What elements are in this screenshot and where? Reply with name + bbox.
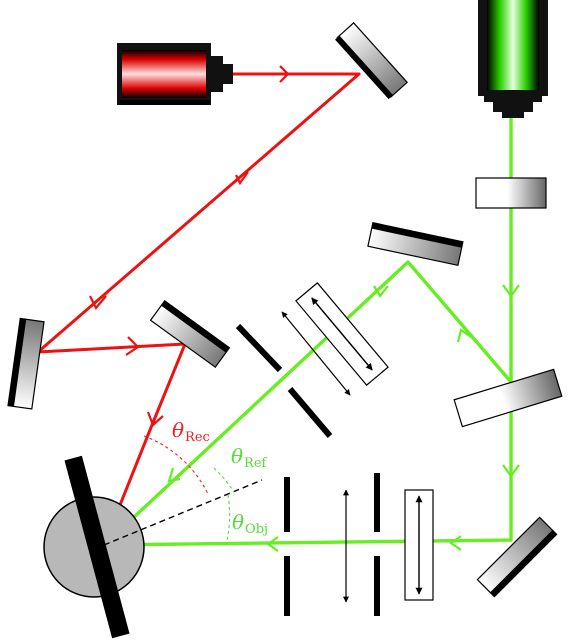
- mirror-upper-right: [367, 222, 464, 267]
- label-theta-ref: θRef: [231, 444, 268, 471]
- angle-arc-ref: [213, 467, 235, 493]
- aperture-reference: [235, 323, 333, 438]
- angle-arc-obj: [225, 494, 231, 546]
- beam-splitter: [453, 368, 563, 428]
- label-theta-obj: θObj: [232, 510, 268, 537]
- mirror-bottom-right: [476, 516, 558, 598]
- red-beam-arrows: [89, 65, 290, 427]
- lens-object: [404, 489, 434, 601]
- mirror-top-center: [335, 22, 409, 100]
- plate-normal-line: [103, 479, 263, 546]
- label-theta-rec: θRec: [172, 418, 210, 445]
- red-beam: [36, 72, 361, 546]
- green-beam: [102, 118, 513, 547]
- holographic-plate: [64, 455, 130, 639]
- lens-reference: [295, 282, 389, 386]
- mirror-left: [7, 317, 45, 410]
- red-laser: [117, 43, 233, 105]
- green-beam-arrows: [167, 284, 520, 552]
- attenuator-filter: [475, 177, 547, 209]
- mirror-center-left: [149, 299, 231, 369]
- angle-arc-rec: [143, 435, 209, 495]
- green-laser: [478, 0, 548, 118]
